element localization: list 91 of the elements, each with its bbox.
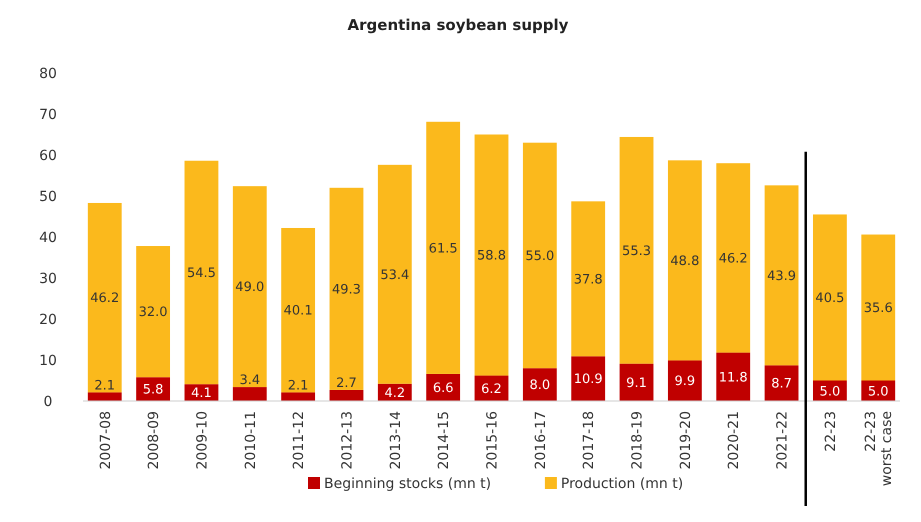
bar [812, 214, 847, 380]
bar [668, 160, 702, 360]
data-label: 4.2 [384, 386, 406, 401]
data-label: 37.8 [574, 272, 603, 288]
data-label: 49.3 [332, 282, 361, 298]
y-tick-label: 80 [39, 66, 57, 82]
y-tick-label: 20 [39, 312, 57, 328]
x-tick-label: 2008-09 [146, 411, 162, 470]
x-tick-label: 22-23 [822, 411, 839, 452]
data-label: 5.0 [820, 384, 840, 400]
data-label: 55.0 [525, 248, 554, 264]
x-tick-label: 22-23 worst case [863, 411, 896, 486]
bar [330, 390, 364, 401]
bar [571, 201, 606, 356]
y-tick-label: 10 [39, 353, 57, 369]
data-label: 11.8 [718, 370, 748, 386]
x-tick-label: 2013-14 [388, 410, 404, 470]
data-label: 54.5 [186, 266, 216, 281]
x-tick-label: 2021-22 [774, 411, 791, 470]
data-label: 46.2 [718, 251, 748, 266]
bar [571, 356, 606, 401]
data-label: 5.8 [142, 382, 164, 398]
data-label: 6.2 [481, 382, 502, 397]
bar [764, 365, 798, 401]
x-tick-label: 2014-15 [436, 411, 452, 470]
bar [764, 185, 798, 366]
x-tick-label: 2015-16 [484, 410, 500, 470]
bar [330, 188, 364, 390]
data-label: 55.3 [622, 244, 652, 259]
data-label: 46.2 [90, 291, 120, 306]
bar [668, 360, 702, 401]
data-label: 8.7 [771, 376, 792, 392]
data-label: 40.5 [815, 290, 844, 306]
bar [620, 364, 654, 401]
bar [232, 186, 267, 388]
x-tick-label: 2007-08 [98, 411, 114, 470]
x-tick-label: 2016-17 [532, 411, 549, 470]
bar [522, 142, 557, 368]
bar [232, 387, 267, 401]
y-tick-label: 50 [39, 189, 57, 205]
data-label: 2.1 [288, 378, 308, 394]
y-tick-label: 60 [39, 148, 57, 164]
data-label: 48.8 [670, 254, 700, 269]
x-tick-label: 2012-13 [339, 411, 356, 470]
bar [88, 202, 122, 392]
data-label: 53.4 [380, 268, 410, 283]
y-tick-label: 40 [39, 230, 57, 246]
bar [716, 352, 750, 401]
data-label: 40.1 [284, 304, 313, 319]
data-label: 2.7 [336, 376, 357, 391]
data-label: 4.1 [191, 386, 212, 402]
bar [861, 234, 896, 380]
legend-label: Production (mn t) [560, 476, 684, 492]
y-tick-label: 0 [44, 394, 52, 410]
data-label: 3.4 [239, 373, 260, 388]
x-tick-label: 2019-20 [678, 411, 694, 470]
x-tick-label: 2020-21 [726, 411, 742, 470]
bar [136, 246, 170, 378]
bar [474, 134, 508, 376]
data-label: 49.0 [235, 280, 264, 296]
x-tick-label: 2011-12 [291, 411, 308, 470]
chart-title: Argentina soybean supply [348, 16, 569, 34]
x-tick-label: 2009-10 [194, 411, 210, 470]
y-tick-label: 70 [39, 107, 57, 123]
data-label: 9.1 [626, 376, 647, 391]
bar [281, 228, 316, 392]
bar [281, 392, 316, 401]
data-label: 61.5 [428, 241, 458, 256]
data-label: 5.0 [868, 384, 889, 400]
x-tick-label: 2010-11 [242, 411, 259, 470]
bar [474, 376, 508, 401]
bar [426, 122, 460, 374]
data-label: 43.9 [767, 268, 796, 284]
data-label: 32.0 [138, 305, 168, 320]
bar [522, 368, 557, 401]
data-label: 58.8 [477, 248, 506, 264]
x-tick-label: 2018-19 [630, 411, 646, 470]
data-label: 35.6 [864, 301, 893, 316]
data-label: 9.9 [674, 374, 696, 390]
data-label: 10.9 [574, 372, 603, 388]
bar [88, 392, 122, 401]
x-tick-label: 2017-18 [581, 411, 598, 470]
legend-label: Beginning stocks (mn t) [324, 476, 492, 492]
data-label: 8.0 [530, 378, 550, 394]
bar [620, 136, 654, 364]
bar [378, 164, 412, 384]
y-tick-label: 30 [39, 271, 57, 287]
data-label: 6.6 [432, 380, 454, 396]
bar [184, 160, 218, 384]
data-label: 2.1 [94, 378, 116, 394]
bar [716, 163, 750, 353]
